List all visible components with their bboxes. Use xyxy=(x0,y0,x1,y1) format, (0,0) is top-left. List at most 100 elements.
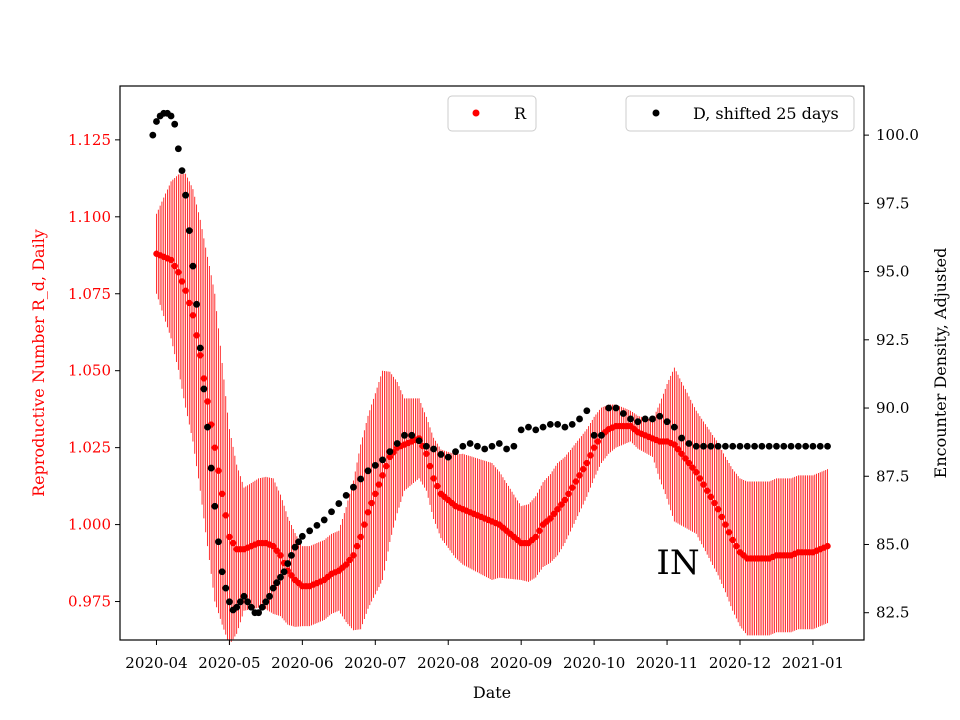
d-point xyxy=(291,543,299,551)
d-point xyxy=(488,442,496,450)
r-point xyxy=(569,484,576,491)
x-tick-label: 2021-01 xyxy=(782,654,844,672)
legend-d-label: D, shifted 25 days xyxy=(693,104,839,123)
d-point xyxy=(685,440,693,447)
r-point xyxy=(583,459,591,467)
x-tick-label: 2020-05 xyxy=(198,654,260,672)
x-tick-label: 2020-07 xyxy=(344,654,406,672)
r-point xyxy=(733,542,740,550)
d-point xyxy=(780,442,788,450)
d-point xyxy=(401,431,408,439)
d-point xyxy=(149,131,157,139)
r-point xyxy=(547,515,554,522)
d-point xyxy=(313,521,321,529)
r-point xyxy=(725,529,733,536)
d-point xyxy=(269,584,277,592)
d-point xyxy=(415,437,423,445)
d-point xyxy=(670,423,678,431)
y-left-tick-label: 0.975 xyxy=(68,593,111,611)
y-left-tick-label: 1.125 xyxy=(68,131,111,149)
d-point xyxy=(335,500,343,507)
d-point xyxy=(576,415,583,423)
d-point xyxy=(794,442,802,450)
r-point xyxy=(204,398,211,405)
d-point xyxy=(200,385,208,393)
r-point xyxy=(186,299,193,307)
d-point xyxy=(700,442,707,450)
d-point xyxy=(207,464,215,472)
r-point xyxy=(685,459,693,467)
r-point xyxy=(346,556,353,564)
r-point xyxy=(375,481,383,488)
d-point xyxy=(258,603,266,611)
d-point xyxy=(692,442,700,450)
d-point xyxy=(236,598,244,606)
d-point xyxy=(729,442,737,450)
d-point xyxy=(306,527,314,535)
d-point xyxy=(273,579,281,587)
legend-d-box xyxy=(625,95,855,132)
y-left-tick-label: 1.100 xyxy=(68,208,111,226)
r-point xyxy=(178,278,186,285)
r-point xyxy=(587,452,594,459)
legend-r-box xyxy=(447,95,537,132)
d-point xyxy=(226,598,233,606)
d-point xyxy=(627,415,634,423)
d-point xyxy=(153,118,160,125)
y-axis-right-label: Encounter Density, Adjusted xyxy=(931,248,950,479)
d-point xyxy=(459,442,467,450)
plot-frame xyxy=(119,85,865,641)
x-tick-label: 2020-06 xyxy=(271,654,333,672)
d-point xyxy=(240,592,248,600)
y-left-tick-label: 1.025 xyxy=(68,439,111,457)
r-point xyxy=(426,462,434,470)
r-point xyxy=(423,450,430,457)
r-point xyxy=(189,312,197,319)
x-tick-label: 2020-04 xyxy=(125,654,187,672)
d-point xyxy=(605,404,613,412)
d-point xyxy=(280,568,288,576)
d-point xyxy=(386,448,394,456)
r-point xyxy=(353,542,361,550)
x-tick-label: 2020-08 xyxy=(417,654,479,672)
d-point xyxy=(773,442,780,450)
r-point xyxy=(222,512,229,519)
d-point xyxy=(247,603,255,611)
d-point xyxy=(474,442,481,450)
d-point xyxy=(722,442,729,450)
r-point xyxy=(536,527,543,534)
y-right-tick-label: 90.0 xyxy=(876,399,909,417)
r-point xyxy=(372,490,379,498)
d-point xyxy=(612,404,620,412)
d-point xyxy=(189,262,197,270)
legend-r-label: R xyxy=(514,104,527,123)
r-point xyxy=(193,332,200,339)
r-point xyxy=(682,455,689,462)
r-point xyxy=(357,533,364,541)
d-point xyxy=(320,516,328,524)
d-point xyxy=(598,431,605,439)
d-point xyxy=(174,145,182,153)
d-point xyxy=(379,456,386,464)
d-point xyxy=(517,426,525,434)
r-point xyxy=(722,521,729,528)
r-point xyxy=(182,287,189,294)
r-point xyxy=(590,444,598,451)
x-tick-label: 2020-09 xyxy=(490,654,552,672)
r-point xyxy=(729,536,736,544)
r-point xyxy=(718,513,725,521)
r-point xyxy=(554,505,561,513)
d-point xyxy=(185,227,193,235)
d-point xyxy=(641,415,649,423)
d-point xyxy=(211,502,219,510)
d-point xyxy=(503,445,510,453)
d-point xyxy=(714,442,722,450)
d-point xyxy=(193,300,200,308)
d-point xyxy=(649,415,656,423)
r-point xyxy=(558,501,565,508)
d-point xyxy=(678,434,686,442)
d-series-points xyxy=(149,109,831,617)
x-tick-label: 2020-10 xyxy=(563,654,625,672)
d-point xyxy=(656,412,664,420)
d-point xyxy=(222,584,230,592)
